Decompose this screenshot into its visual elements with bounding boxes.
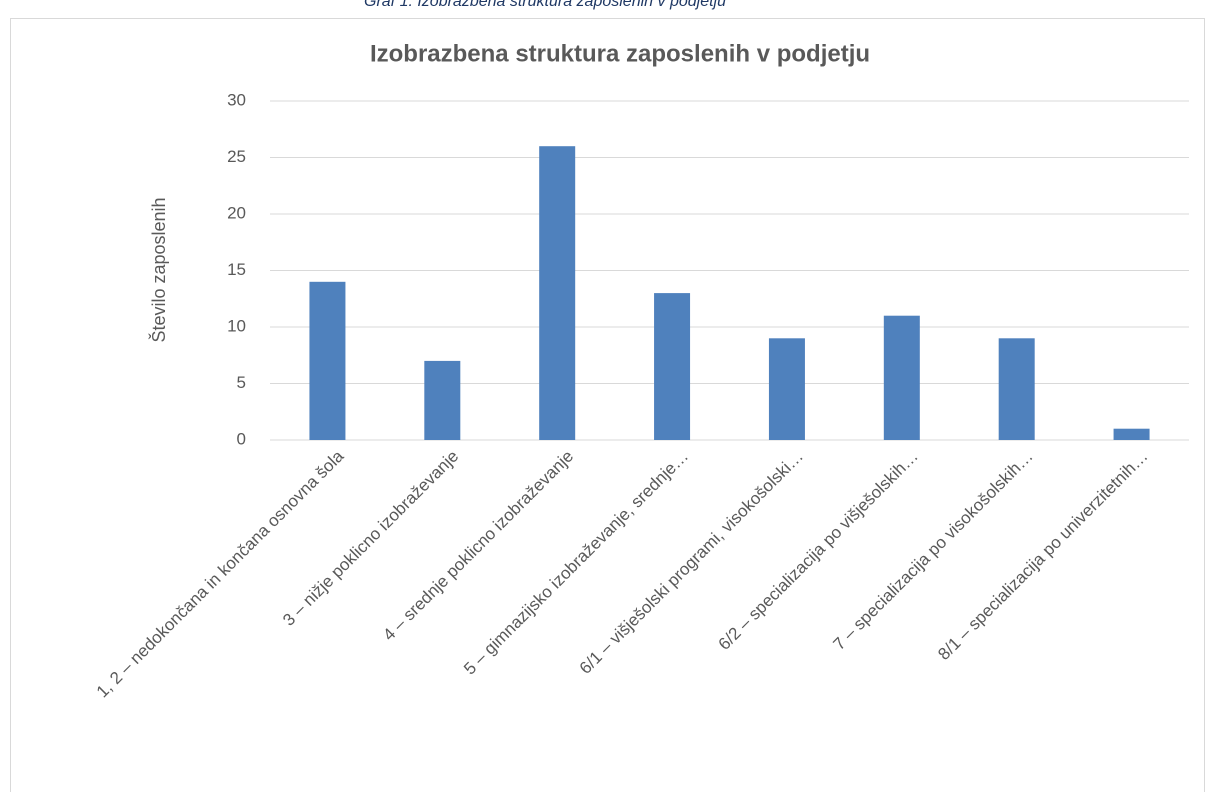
y-tick-label: 20 xyxy=(227,203,246,222)
y-axis-label: Število zaposlenih xyxy=(148,197,169,342)
y-tick-label: 15 xyxy=(227,260,246,279)
y-tick-label: 25 xyxy=(227,147,246,166)
bar xyxy=(309,281,346,440)
y-tick-label: 30 xyxy=(227,90,246,109)
caption: Graf 1: Izobrazbena struktura zaposlenih… xyxy=(364,0,726,10)
bar xyxy=(998,338,1035,440)
bar xyxy=(539,146,576,440)
y-tick-label: 0 xyxy=(237,429,246,448)
bar xyxy=(883,315,920,440)
bar xyxy=(768,338,805,440)
bar xyxy=(424,360,461,440)
y-tick-label: 10 xyxy=(227,316,246,335)
bar xyxy=(1113,428,1150,440)
chart-title: Izobrazbena struktura zaposlenih v podje… xyxy=(370,40,870,67)
y-tick-label: 5 xyxy=(237,373,246,392)
bar xyxy=(654,293,691,440)
